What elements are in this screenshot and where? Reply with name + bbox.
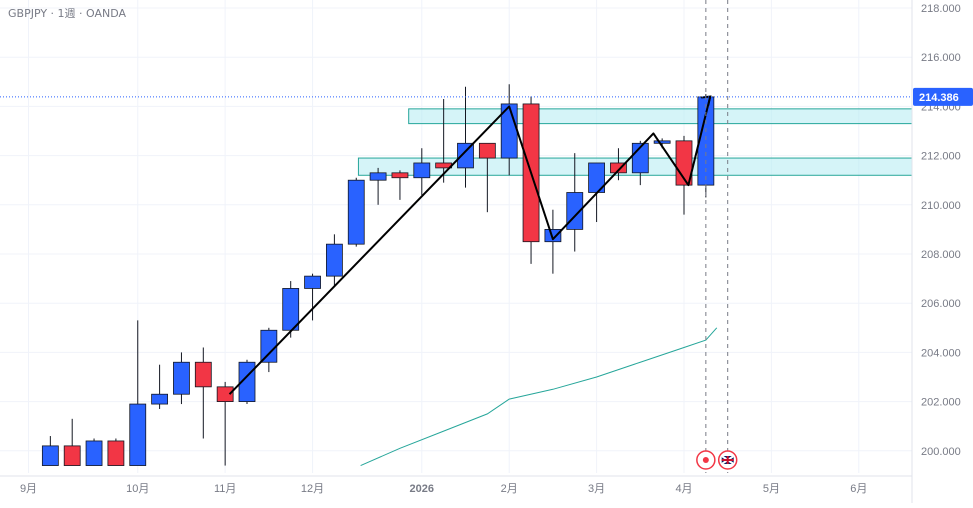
candle-up[interactable] bbox=[457, 142, 474, 169]
candle-down[interactable] bbox=[194, 361, 212, 388]
candle-down[interactable] bbox=[63, 445, 81, 466]
price-axis-tick-label: 208.000 bbox=[921, 249, 961, 261]
time-axis-tick-label: 6月 bbox=[850, 483, 867, 495]
price-axis-tick-label: 202.000 bbox=[921, 397, 961, 409]
time-axis-tick-label: 2026 bbox=[410, 483, 434, 495]
candle-down[interactable] bbox=[216, 386, 234, 402]
time-axis-tick-label: 5月 bbox=[763, 483, 780, 495]
time-axis-tick-label: 12月 bbox=[301, 483, 324, 495]
trend-arrow-head bbox=[701, 95, 712, 106]
candle-down[interactable] bbox=[107, 440, 125, 466]
price-axis-tick-label: 200.000 bbox=[921, 446, 961, 458]
candle-up[interactable] bbox=[260, 329, 278, 363]
symbol-label: GBPJPY · 1週 · OANDA bbox=[8, 7, 127, 20]
candle-up[interactable] bbox=[653, 140, 671, 144]
trend-zigzag-line[interactable] bbox=[228, 96, 712, 395]
last-price-badge-label: 214.386 bbox=[919, 92, 959, 104]
time-axis-tick-label: 4月 bbox=[675, 483, 692, 495]
price-axis-tick-label: 206.000 bbox=[921, 298, 961, 310]
time-axis-tick-label: 9月 bbox=[20, 483, 37, 495]
candle-up[interactable] bbox=[129, 403, 147, 466]
price-axis-tick-label: 216.000 bbox=[921, 52, 961, 64]
candle-up[interactable] bbox=[413, 162, 431, 179]
price-zone[interactable] bbox=[408, 108, 913, 125]
time-axis-tick-label: 11月 bbox=[214, 483, 236, 495]
candle-up[interactable] bbox=[304, 275, 321, 289]
candle-down[interactable] bbox=[478, 142, 496, 159]
candle-up[interactable] bbox=[85, 440, 103, 466]
candle-down[interactable] bbox=[610, 162, 627, 174]
candle-up[interactable] bbox=[347, 179, 365, 245]
price-axis-tick-label: 218.000 bbox=[921, 3, 961, 15]
candle-up[interactable] bbox=[544, 228, 562, 243]
candle-up[interactable] bbox=[41, 445, 59, 466]
price-axis-tick-label: 212.000 bbox=[921, 151, 961, 163]
last-price-badge[interactable] bbox=[913, 87, 973, 106]
candle-up[interactable] bbox=[369, 172, 387, 181]
price-axis-bg bbox=[913, 0, 973, 503]
candle-up[interactable] bbox=[282, 288, 300, 331]
candle-up[interactable] bbox=[173, 361, 190, 395]
time-axis-tick-label: 2月 bbox=[501, 483, 518, 495]
candle-up[interactable] bbox=[325, 243, 343, 277]
candle-up[interactable] bbox=[151, 393, 169, 405]
time-axis-tick-label: 10月 bbox=[126, 483, 149, 495]
price-axis-tick-label: 204.000 bbox=[921, 347, 961, 359]
price-axis-tick-label: 210.000 bbox=[921, 200, 961, 212]
candle-down[interactable] bbox=[391, 172, 409, 179]
time-axis-tick-label: 3月 bbox=[588, 483, 605, 495]
moving-average-line[interactable] bbox=[360, 327, 718, 467]
record-icon-dot bbox=[702, 457, 709, 463]
